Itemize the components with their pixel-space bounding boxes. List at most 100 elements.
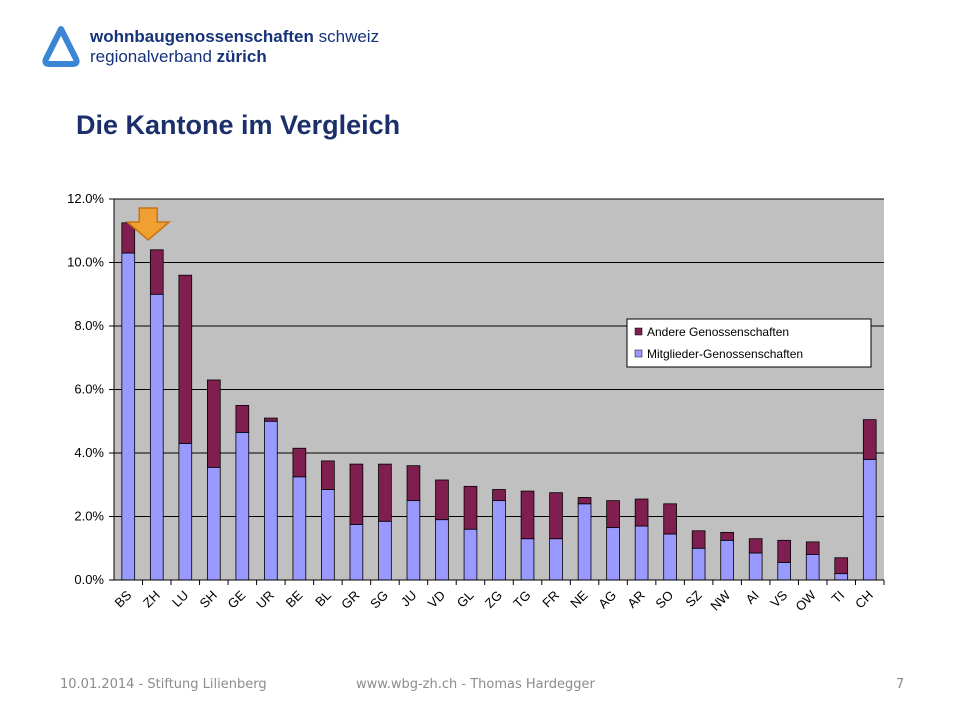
x-tick-label: GL	[454, 588, 477, 611]
x-tick-label: ZH	[140, 588, 163, 611]
bar-zg-mitglieder	[492, 500, 506, 581]
bar-ti-mitglieder	[834, 573, 849, 581]
x-tick-label: CH	[852, 588, 876, 612]
x-tick-label: GR	[338, 588, 362, 612]
bar-gl-andere	[463, 485, 478, 530]
bar-lu-mitglieder	[178, 443, 193, 581]
legend-swatch	[634, 349, 643, 358]
bar-ur-andere	[264, 417, 278, 422]
bar-bl-mitglieder	[321, 489, 335, 581]
x-tick-label: JU	[398, 588, 420, 610]
x-tick-label: TG	[510, 588, 533, 611]
bar-ne-andere	[577, 497, 592, 505]
legend: Andere Genossenschaften Mitglieder-Genoss…	[626, 318, 872, 368]
x-tick-label: OW	[792, 587, 819, 614]
bar-ur-mitglieder	[264, 420, 278, 581]
bar-sg-andere	[378, 463, 392, 522]
y-tick-label: 6.0%	[74, 382, 104, 397]
bar-ch-mitglieder	[862, 458, 877, 581]
slide-title: Die Kantone im Vergleich	[76, 110, 401, 140]
x-tick-label: LU	[169, 588, 191, 610]
logo-text: wohnbaugenossenschaften schweiz regional…	[90, 27, 379, 67]
bar-ju-andere	[406, 465, 421, 502]
x-tick-label: BL	[312, 588, 334, 610]
logo-line2-bold: zürich	[216, 47, 267, 66]
x-tick-label: BE	[283, 587, 306, 610]
x-tick-label: TI	[829, 588, 848, 607]
x-tick-label: VS	[767, 587, 790, 610]
legend-box	[626, 318, 872, 368]
x-tick-label: SH	[197, 588, 220, 611]
y-tick-label: 0.0%	[74, 572, 104, 587]
bar-ne-mitglieder	[577, 503, 592, 581]
bar-ge-andere	[235, 404, 250, 433]
bar-vd-mitglieder	[435, 519, 449, 581]
x-tick-label: VD	[425, 588, 448, 611]
bar-ag-mitglieder	[606, 527, 620, 581]
bar-bl-andere	[321, 460, 335, 490]
bar-gl-mitglieder	[463, 528, 478, 581]
bar-zh-andere	[149, 249, 164, 295]
x-tick-label: GE	[225, 587, 249, 611]
footer-page-number: 7	[896, 677, 905, 692]
bar-bs-mitglieder	[121, 252, 136, 581]
bar-nw-mitglieder	[720, 539, 734, 581]
bar-lu-andere	[178, 274, 193, 444]
bar-ag-andere	[606, 500, 620, 529]
bar-ow-andere	[805, 541, 820, 556]
y-tick-label: 2.0%	[74, 509, 104, 524]
x-tick-label: NE	[567, 587, 591, 611]
bar-fr-andere	[549, 492, 563, 540]
bar-sz-mitglieder	[691, 547, 706, 581]
bar-sg-mitglieder	[378, 520, 392, 581]
bar-vs-mitglieder	[777, 562, 792, 581]
logo-line1-bold: wohnbaugenossenschaften	[90, 27, 314, 46]
legend-label: Andere Genossenschaften	[647, 325, 789, 339]
bar-gr-andere	[349, 463, 364, 525]
bar-ai-andere	[748, 538, 763, 554]
footer-website-author: www.wbg-zh.ch - Thomas Hardegger	[356, 677, 595, 692]
bar-fr-mitglieder	[549, 538, 563, 581]
x-tick-label: NW	[707, 587, 733, 613]
footer-date-location: 10.01.2014 - Stiftung Lilienberg	[60, 677, 267, 692]
bar-so-andere	[663, 503, 677, 535]
logo-mark-icon	[42, 26, 80, 67]
x-tick-label: SG	[367, 588, 391, 612]
x-tick-label: SO	[652, 588, 676, 612]
bar-ti-andere	[834, 557, 849, 575]
bar-ar-mitglieder	[634, 525, 649, 581]
bar-vs-andere	[777, 539, 792, 563]
x-tick-label: AR	[624, 588, 647, 611]
bar-ai-mitglieder	[748, 552, 763, 581]
x-tick-label: AG	[595, 588, 619, 612]
bar-zh-mitglieder	[149, 293, 164, 581]
logo: wohnbaugenossenschaften schweiz regional…	[40, 24, 379, 72]
logo-line1-rest: schweiz	[318, 27, 380, 46]
arrow-down-icon	[125, 207, 172, 241]
bar-sz-andere	[691, 530, 706, 549]
bar-nw-andere	[720, 531, 734, 541]
x-tick-label: AI	[742, 588, 761, 607]
bar-be-mitglieder	[292, 476, 307, 581]
bar-ar-andere	[634, 498, 649, 527]
bars	[121, 222, 877, 581]
logo-line2-rest: regionalverband	[90, 47, 212, 66]
x-tick-label: FR	[539, 588, 562, 611]
bar-gr-mitglieder	[349, 524, 364, 581]
bar-ge-mitglieder	[235, 431, 250, 581]
x-tick-label: UR	[253, 588, 277, 612]
y-tick-label: 12.0%	[67, 191, 104, 206]
x-tick-label: ZG	[482, 588, 505, 611]
x-tick-label: BS	[112, 587, 135, 610]
y-tick-label: 8.0%	[74, 318, 104, 333]
bar-tg-mitglieder	[520, 538, 535, 581]
bar-so-mitglieder	[663, 533, 677, 581]
bar-ju-mitglieder	[406, 500, 421, 581]
bar-be-andere	[292, 447, 307, 478]
bar-ch-andere	[862, 419, 877, 460]
bar-ow-mitglieder	[805, 554, 820, 581]
bar-vd-andere	[435, 479, 449, 521]
bar-zg-andere	[492, 489, 506, 502]
legend-swatch	[634, 327, 643, 336]
